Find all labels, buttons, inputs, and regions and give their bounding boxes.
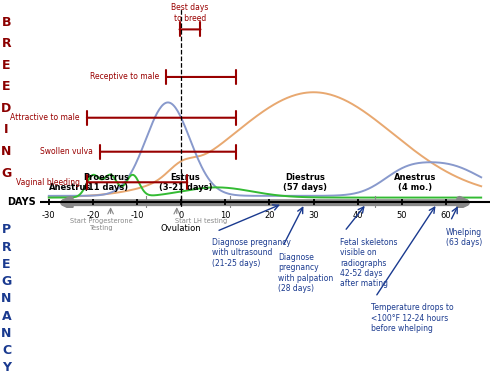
FancyArrowPatch shape: [64, 199, 466, 206]
Text: G: G: [2, 167, 12, 180]
Text: Anestrus
(4 mo.): Anestrus (4 mo.): [394, 173, 436, 192]
Text: N: N: [2, 145, 12, 158]
Text: E: E: [2, 59, 11, 72]
Text: Vaginal bleeding: Vaginal bleeding: [16, 178, 80, 187]
Text: I: I: [4, 123, 9, 136]
Text: DAYS: DAYS: [7, 197, 36, 207]
Text: -10: -10: [130, 211, 144, 220]
Text: Anestrus: Anestrus: [49, 183, 91, 192]
Text: Diestrus
(57 days): Diestrus (57 days): [282, 173, 327, 192]
Text: R: R: [2, 241, 12, 254]
Text: Y: Y: [2, 361, 11, 374]
Text: Start Progesterone
Testing: Start Progesterone Testing: [70, 218, 133, 231]
Text: N: N: [2, 327, 12, 340]
Text: 10: 10: [220, 211, 230, 220]
Text: Temperature drops to
<100°F 12-24 hours
before whelping: Temperature drops to <100°F 12-24 hours …: [371, 303, 454, 333]
Text: Diagnose
pregnancy
with palpation
(28 days): Diagnose pregnancy with palpation (28 da…: [278, 253, 334, 293]
Text: 40: 40: [352, 211, 363, 220]
Text: 50: 50: [396, 211, 407, 220]
Text: Whelping
(63 days): Whelping (63 days): [446, 228, 482, 247]
Text: 60: 60: [440, 211, 451, 220]
Text: -20: -20: [86, 211, 100, 220]
Text: 0: 0: [178, 211, 184, 220]
Text: -30: -30: [42, 211, 56, 220]
Text: 30: 30: [308, 211, 319, 220]
Text: E: E: [2, 258, 11, 271]
Text: Estrus
(3-21 days): Estrus (3-21 days): [159, 173, 212, 192]
Text: B: B: [2, 16, 11, 29]
Text: 20: 20: [264, 211, 274, 220]
Text: G: G: [2, 275, 12, 288]
Text: C: C: [2, 344, 11, 357]
Text: A: A: [2, 310, 12, 323]
Text: Proestrus
(11 days): Proestrus (11 days): [83, 173, 129, 192]
Text: R: R: [2, 37, 12, 50]
Text: E: E: [2, 80, 11, 93]
Text: Swollen vulva: Swollen vulva: [40, 147, 93, 156]
Text: Best days
to breed: Best days to breed: [172, 3, 208, 23]
Text: Receptive to male: Receptive to male: [90, 73, 159, 82]
Text: D: D: [2, 102, 12, 115]
Text: Attractive to male: Attractive to male: [10, 113, 80, 122]
Text: Start LH testing: Start LH testing: [174, 218, 227, 224]
Text: N: N: [2, 292, 12, 305]
Text: Ovulation: Ovulation: [161, 224, 202, 233]
Text: P: P: [2, 223, 11, 236]
Text: Diagnose pregnancy
with ultrasound
(21-25 days): Diagnose pregnancy with ultrasound (21-2…: [212, 238, 291, 267]
Text: Fetal skeletons
visible on
radiographs
42-52 days
after mating: Fetal skeletons visible on radiographs 4…: [340, 238, 398, 289]
